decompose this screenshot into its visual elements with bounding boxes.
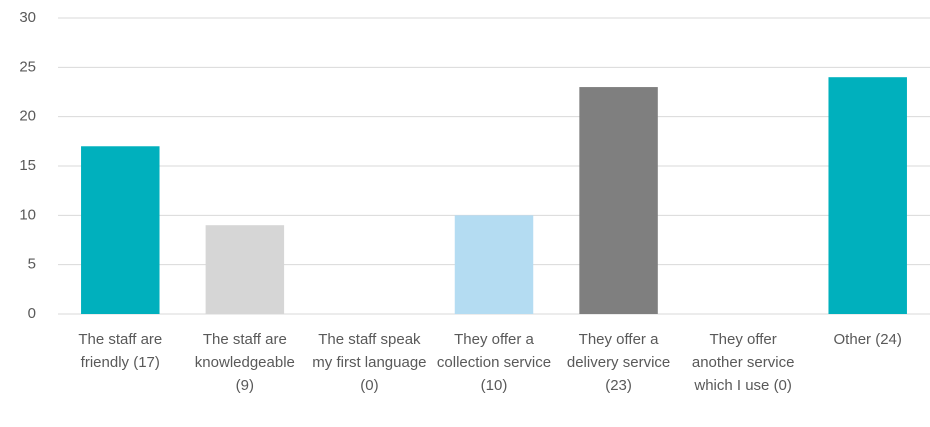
y-tick-label: 0 xyxy=(28,305,36,322)
x-tick-label: The staff are knowledgeable (9) xyxy=(194,331,295,394)
y-tick-label: 25 xyxy=(19,58,36,75)
y-tick-label: 10 xyxy=(19,206,36,223)
x-tick-label: They offer another service which I use (… xyxy=(691,331,795,394)
bar xyxy=(81,146,160,314)
y-tick-label: 20 xyxy=(19,108,36,125)
x-tick-label: The staff are friendly (17) xyxy=(78,331,163,371)
bar xyxy=(579,87,658,314)
y-tick-label: 15 xyxy=(19,157,36,174)
bar xyxy=(205,225,285,314)
y-tick-label: 5 xyxy=(28,256,36,273)
x-tick-label: Other (24) xyxy=(833,331,902,348)
bar xyxy=(828,77,907,314)
bar xyxy=(454,215,534,314)
x-tick-label: They offer a collection service (10) xyxy=(436,331,552,394)
x-tick-label: The staff speak my first language (0) xyxy=(312,331,427,394)
y-tick-label: 30 xyxy=(19,9,36,26)
x-tick-label: They offer a delivery service (23) xyxy=(566,331,671,394)
